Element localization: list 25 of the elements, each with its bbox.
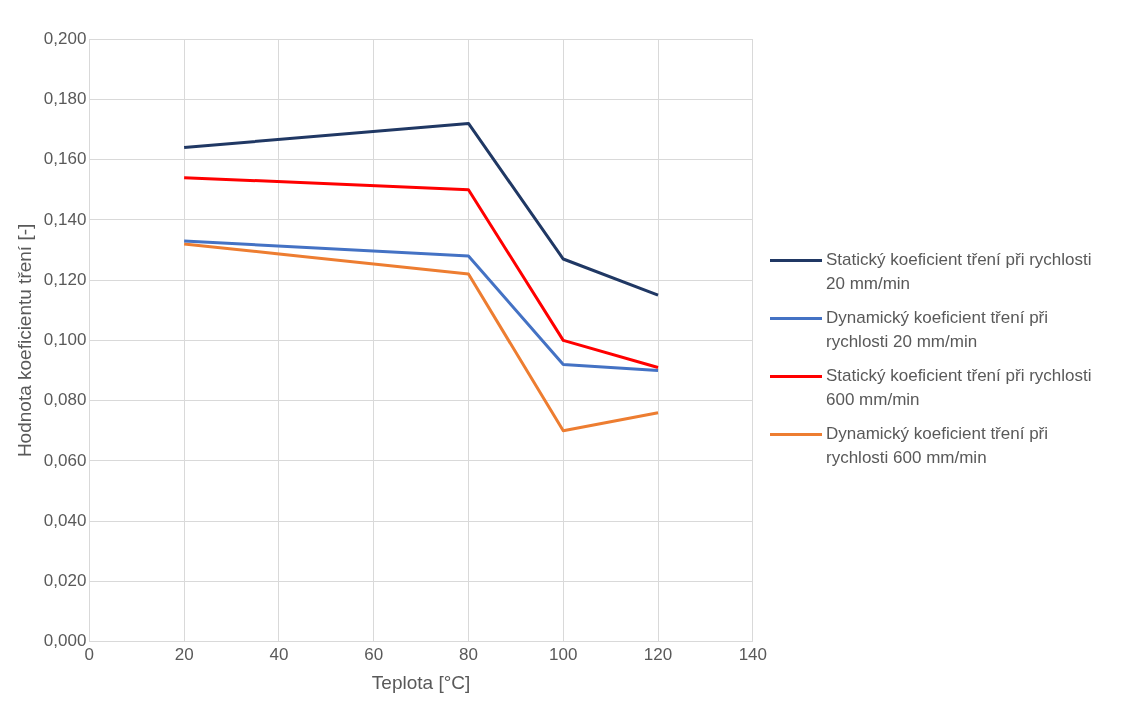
y-tick-label: 0,060	[43, 450, 87, 470]
y-tick-label: 0,140	[43, 209, 87, 229]
legend-label: Statický koeficient tření při rychlosti 600 mm/min	[826, 364, 1093, 411]
y-axis-title: Hodnota koeficientu tření [-]	[13, 223, 35, 457]
x-tick-label: 120	[643, 644, 673, 664]
y-tick-label: 0,080	[43, 389, 87, 409]
x-tick-label: 140	[738, 644, 768, 664]
x-tick-label: 100	[549, 644, 578, 664]
legend-label: Dynamický koeficient tření při rychlosti 600 mm/min	[826, 422, 1050, 469]
x-tick-label: 60	[364, 644, 384, 664]
legend-label: Dynamický koeficient tření při rychlosti 20 mm/min	[826, 306, 1050, 353]
x-tick-label: 20	[174, 644, 194, 664]
y-tick-label: 0,200	[43, 28, 87, 48]
legend-label: Statický koeficient tření při rychlosti 20 mm/min	[826, 248, 1093, 295]
y-tick-label: 0,160	[43, 148, 87, 168]
x-axis-title: Teplota [°C]	[371, 671, 471, 693]
y-tick-label: 0,100	[43, 329, 87, 349]
x-tick-label: 40	[269, 644, 289, 664]
y-tick-label: 0,020	[43, 570, 87, 590]
x-tick-label: 0	[84, 644, 95, 664]
y-tick-label: 0,000	[43, 630, 87, 650]
y-tick-label: 0,180	[43, 88, 87, 108]
y-tick-label: 0,040	[43, 510, 87, 530]
x-tick-label: 80	[459, 644, 478, 664]
y-tick-label: 0,120	[43, 269, 87, 289]
